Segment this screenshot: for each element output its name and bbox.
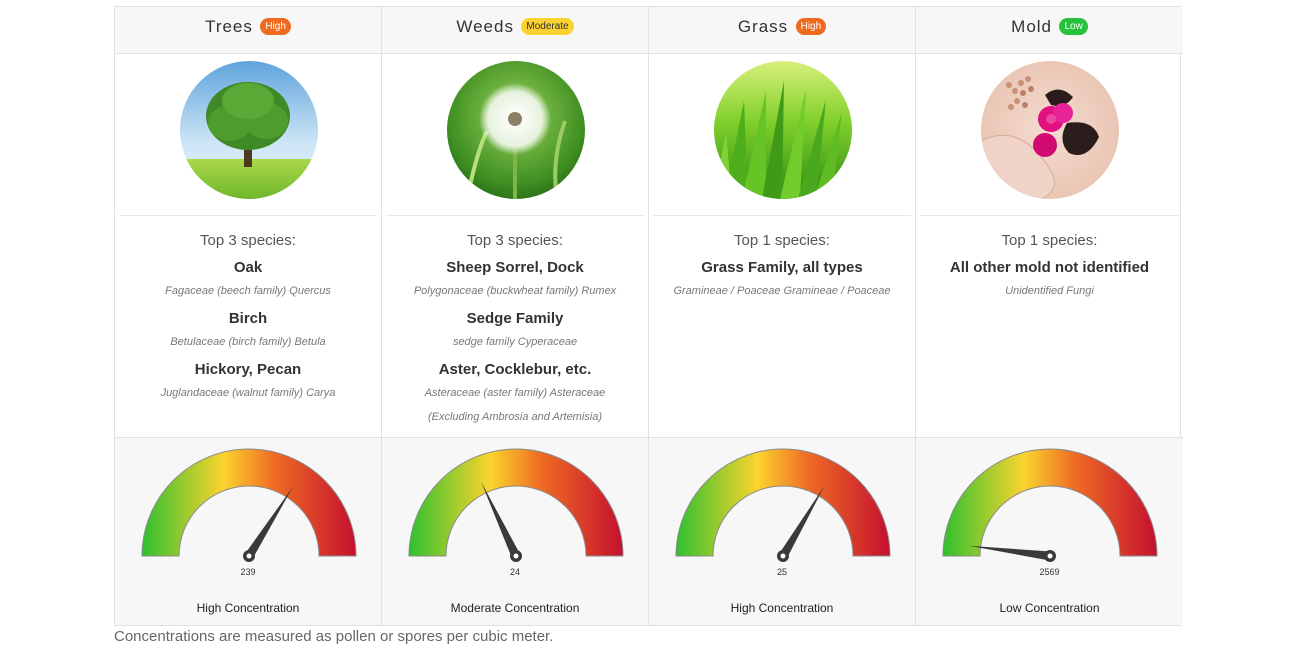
gauge-hub-center — [1047, 553, 1053, 559]
gauge-hub-center — [780, 553, 786, 559]
species-scientific-name: Fagaceae (beech family) Quercus — [165, 285, 331, 297]
species-scientific-name: Unidentified Fungi — [1005, 285, 1094, 297]
gauge-needle — [481, 481, 521, 558]
species-scientific-name: Juglandaceae (walnut family) Carya — [160, 387, 336, 399]
pollen-forecast-panel: Trees High — [114, 6, 1183, 626]
species-scientific-name: Betulaceae (birch family) Betula — [170, 336, 326, 348]
species-name: Sheep Sorrel, Dock — [446, 259, 584, 276]
species-list: Top 3 species: Sheep Sorrel, Dock Polygo… — [382, 231, 648, 429]
gauge-arc — [675, 448, 891, 557]
species-heading: Top 1 species: — [734, 232, 830, 249]
category-header: Grass High — [649, 7, 915, 54]
concentration-gauge — [942, 448, 1158, 562]
level-badge: High — [795, 17, 827, 35]
concentration-gauge — [408, 448, 624, 562]
level-badge: Moderate — [521, 17, 574, 35]
species-name: Hickory, Pecan — [194, 361, 302, 378]
gauge-value: 239 — [240, 567, 256, 577]
gauge-value: 24 — [509, 567, 520, 577]
species-scientific-name: sedge family Cyperaceae — [452, 336, 578, 348]
species-name: Grass Family, all types — [701, 259, 863, 276]
concentration-gauge-section: 25 High Concentration — [649, 437, 915, 625]
species-name: All other mold not identified — [949, 259, 1150, 276]
concentration-gauge-section: 2569 Low Concentration — [916, 437, 1183, 625]
species-name: Aster, Cocklebur, etc. — [438, 361, 592, 378]
gauge-hub-center — [246, 553, 252, 559]
species-name: Birch — [228, 310, 268, 327]
category-header: Mold Low — [916, 7, 1183, 54]
category-title: Mold — [1011, 17, 1053, 36]
species-name: Sedge Family — [466, 310, 564, 327]
category-title: Grass — [737, 17, 789, 36]
concentration-gauge-section: 239 High Concentration — [115, 437, 381, 625]
dandelion-photo — [447, 61, 585, 199]
species-name: Oak — [233, 259, 263, 276]
species-list: Top 1 species: Grass Family, all types G… — [649, 231, 915, 308]
section-divider — [386, 215, 644, 216]
concentration-gauge-section: 24 Moderate Concentration — [382, 437, 648, 625]
species-scientific-name: Asteraceae (aster family) Asteraceae — [424, 387, 606, 399]
mold-spores-photo — [981, 61, 1119, 199]
category-column-mold: Mold Low — [916, 7, 1183, 625]
concentration-label: Low Concentration — [999, 601, 1100, 615]
gauge-arc — [141, 448, 357, 557]
category-title: Weeds — [456, 17, 514, 36]
concentration-label: High Concentration — [730, 601, 834, 615]
gauge-hub-center — [513, 553, 519, 559]
species-list: Top 1 species: All other mold not identi… — [916, 231, 1183, 308]
species-heading: Top 1 species: — [1001, 232, 1098, 249]
category-title: Trees — [205, 17, 253, 36]
level-badge: High — [260, 17, 291, 35]
gauge-needle — [779, 485, 825, 559]
species-heading: Top 3 species: — [200, 232, 296, 249]
concentration-gauge — [141, 448, 357, 562]
species-note: (Excluding Ambrosia and Artemisia) — [427, 411, 603, 423]
species-heading: Top 3 species: — [467, 232, 563, 249]
tree-photo — [180, 61, 318, 199]
gauge-value: 2569 — [1039, 567, 1060, 577]
gauge-needle — [968, 545, 1051, 561]
section-divider — [119, 215, 377, 216]
gauge-value: 25 — [776, 567, 787, 577]
section-divider — [920, 215, 1179, 216]
species-list: Top 3 species: Oak Fagaceae (beech famil… — [115, 231, 381, 410]
category-column-grass: Grass High Top 1 species — [649, 7, 916, 625]
category-header: Trees High — [115, 7, 381, 54]
level-badge: Low — [1059, 17, 1088, 35]
category-column-weeds: Weeds Moderate — [382, 7, 649, 625]
gauge-arc — [942, 448, 1158, 557]
concentration-gauge — [675, 448, 891, 562]
concentration-footnote: Concentrations are measured as pollen or… — [114, 628, 554, 645]
species-scientific-name: Polygonaceae (buckwheat family) Rumex — [413, 285, 617, 297]
gauge-needle — [245, 486, 293, 559]
grass-photo — [714, 61, 852, 199]
concentration-label: High Concentration — [196, 601, 300, 615]
concentration-label: Moderate Concentration — [450, 601, 580, 615]
section-divider — [653, 215, 911, 216]
category-header: Weeds Moderate — [382, 7, 648, 54]
gauge-arc — [408, 448, 624, 557]
category-column-trees: Trees High — [115, 7, 382, 625]
species-scientific-name: Gramineae / Poaceae Gramineae / Poaceae — [673, 285, 891, 297]
